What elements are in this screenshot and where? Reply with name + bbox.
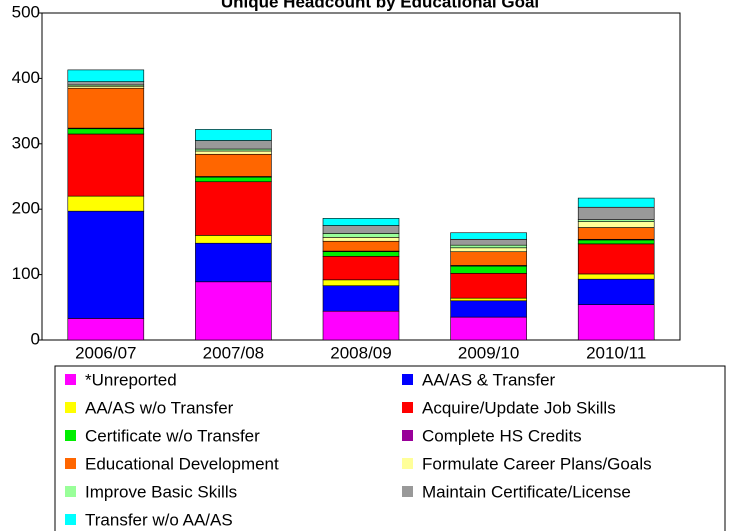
bar-segment xyxy=(195,129,272,141)
bar-segment xyxy=(450,265,527,274)
bar-segment xyxy=(67,69,145,82)
y-tick-label: 100 xyxy=(12,264,40,283)
bar-segment xyxy=(450,238,527,246)
bar-segment xyxy=(577,221,655,228)
y-tick-label: 0 xyxy=(31,329,40,348)
y-tick-label: 400 xyxy=(12,68,40,87)
bar-segment xyxy=(577,273,655,280)
bar-segment xyxy=(577,304,655,341)
legend-label: *Unreported xyxy=(85,370,177,389)
legend-swatch xyxy=(65,458,76,469)
bar-segment xyxy=(450,247,527,253)
bar-segment xyxy=(450,272,527,299)
y-tick-label: 500 xyxy=(12,2,40,21)
bar-segment xyxy=(322,310,400,341)
bar-segment xyxy=(450,251,527,266)
legend-swatch xyxy=(402,402,413,413)
legend-label: Complete HS Credits xyxy=(422,426,582,445)
bar-segment xyxy=(322,279,400,287)
x-tick-label: 2009/10 xyxy=(458,343,519,362)
bar-segment xyxy=(322,218,400,226)
legend-label: Improve Basic Skills xyxy=(85,482,237,501)
legend-label: Transfer w/o AA/AS xyxy=(85,510,233,529)
x-tick-label: 2010/11 xyxy=(586,343,646,362)
bar-segment xyxy=(322,233,400,238)
bar-segment xyxy=(67,87,145,129)
legend-swatch xyxy=(402,374,413,385)
legend-label: AA/AS & Transfer xyxy=(422,370,556,389)
bar-segment xyxy=(195,181,272,236)
bar-segment xyxy=(577,197,655,208)
legend-swatch xyxy=(65,402,76,413)
bar-segment xyxy=(195,153,272,177)
legend-label: Educational Development xyxy=(85,454,279,473)
legend-label: Acquire/Update Job Skills xyxy=(422,398,616,417)
bar-segment xyxy=(450,232,527,240)
bar-segment xyxy=(195,235,272,244)
legend-box xyxy=(54,365,726,531)
bar-segment xyxy=(195,176,272,183)
legend-swatch xyxy=(402,458,413,469)
bar-segment xyxy=(195,242,272,283)
bar-segment xyxy=(67,133,145,197)
bar-segment xyxy=(67,318,145,341)
bar-segment xyxy=(577,227,655,240)
bar-segment xyxy=(450,316,527,341)
bar-segment xyxy=(195,281,272,341)
chart-title: Unique Headcount by Educational Goal xyxy=(221,0,539,11)
bar-segment xyxy=(577,278,655,305)
bar-segment xyxy=(322,225,400,234)
bar-segment xyxy=(195,150,272,155)
legend-swatch xyxy=(402,486,413,497)
legend-swatch xyxy=(402,430,413,441)
legend-swatch xyxy=(65,374,76,385)
legend-swatch xyxy=(65,430,76,441)
bar-segment xyxy=(577,243,655,275)
bar-segment xyxy=(450,244,527,249)
legend-swatch xyxy=(65,514,76,525)
legend-label: AA/AS w/o Transfer xyxy=(85,398,234,417)
bar-segment xyxy=(322,251,400,257)
bar-segment xyxy=(67,210,145,319)
bar-segment xyxy=(322,240,400,252)
bar-segment xyxy=(577,239,655,245)
legend-swatch xyxy=(65,486,76,497)
bar-segment xyxy=(322,285,400,312)
legend-label: Maintain Certificate/License xyxy=(422,482,631,501)
bar-segment xyxy=(322,237,400,242)
legend-label: Certificate w/o Transfer xyxy=(85,426,260,445)
bar-segment xyxy=(67,81,145,86)
bar-segment xyxy=(450,297,527,302)
x-tick-label: 2008/09 xyxy=(330,343,391,362)
bar-segment xyxy=(195,140,272,150)
bar-segment xyxy=(67,195,145,212)
y-tick-label: 200 xyxy=(12,199,40,218)
bar-segment xyxy=(67,128,145,135)
x-tick-label: 2007/08 xyxy=(203,343,264,362)
legend-label: Formulate Career Plans/Goals xyxy=(422,454,652,473)
bar-segment xyxy=(450,300,527,318)
bar-segment xyxy=(577,206,655,220)
x-tick-label: 2006/07 xyxy=(75,343,136,362)
y-tick-label: 300 xyxy=(12,133,40,152)
bar-segment xyxy=(322,255,400,281)
